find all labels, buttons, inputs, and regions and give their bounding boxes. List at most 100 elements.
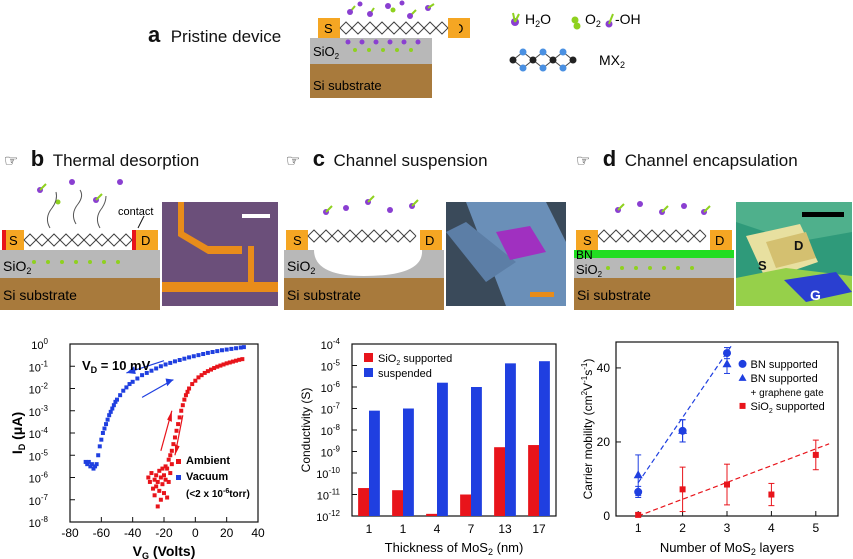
bn-fit-line (637, 345, 732, 484)
data-point-sio2 (768, 491, 775, 498)
panel-a-legend: H2O O2 -OH MX2 (509, 11, 641, 72)
x-tick-label: 40 (251, 526, 265, 540)
data-point-vacuum (241, 345, 246, 350)
panel-a-letter: a (148, 22, 161, 47)
data-point-vacuum (205, 350, 210, 355)
data-point-ambient (151, 486, 156, 491)
data-point-vacuum (124, 385, 129, 390)
panel-a-adsorbates (347, 0, 435, 19)
legend-suspended: suspended (378, 368, 432, 380)
data-point-ambient (172, 435, 177, 440)
y-tick-label: 10-7 (29, 493, 49, 508)
data-point-ambient (185, 389, 190, 394)
panel-a-s-label: S (324, 21, 333, 36)
panel-b-micrograph (162, 202, 278, 306)
data-point-bn-triangle (722, 359, 732, 368)
y-tick-label: 10-8 (29, 515, 49, 530)
data-point-bn-triangle (633, 470, 643, 479)
panel-a-mos2-lattice (339, 21, 449, 35)
o2-icon (571, 16, 579, 24)
data-point-vacuum (115, 397, 119, 402)
data-point-bn-triangle (678, 425, 688, 434)
panel-b-device-diagram: contact S D SiO2 Si substrate (0, 179, 160, 310)
data-point-vacuum (177, 358, 182, 363)
data-point-vacuum (94, 462, 99, 467)
panel-a-interface-adsorbates (345, 39, 421, 52)
y-axis-label: Carrier mobility (cm2V-1s-1) (580, 359, 595, 500)
data-point-ambient (234, 358, 239, 363)
x-tick-label: 5 (812, 521, 819, 535)
panel-a-heading: a Pristine device (148, 22, 281, 48)
panel-d-sio2-label: SiO2 (576, 262, 603, 279)
data-point-ambient (182, 397, 187, 402)
y-tick-label: 10-2 (29, 382, 49, 397)
data-point-vacuum (130, 379, 135, 384)
data-point-ambient (202, 370, 207, 375)
panel-a-sio2-label: SiO2 (313, 44, 340, 61)
data-point-vacuum (210, 350, 215, 355)
panel-b-s-label: S (9, 233, 18, 248)
x-tick-label: 1 (366, 522, 373, 536)
legend-sio2: SiO2 supported (378, 353, 452, 367)
y-tick-label: 10-12 (316, 509, 340, 524)
data-point-ambient (158, 497, 163, 502)
panel-d-substrate-label: Si substrate (577, 287, 651, 303)
y-tick-label: 10-4 (29, 426, 49, 441)
data-point-ambient (183, 393, 188, 398)
bar-sio2 (392, 490, 403, 516)
panel-d-title: Channel encapsulation (624, 151, 798, 170)
data-point-vacuum (108, 409, 113, 414)
data-point-vacuum (238, 345, 243, 350)
panel-b-substrate-label: Si substrate (3, 287, 77, 303)
data-point-ambient (155, 504, 160, 509)
data-point-ambient (212, 366, 217, 371)
panel-c-title: Channel suspension (333, 151, 488, 170)
data-point-ambient (230, 359, 235, 364)
panel-d-bn-label: BN (576, 248, 593, 262)
x-tick-label: 20 (220, 526, 234, 540)
data-point-ambient (147, 479, 152, 484)
panel-c-letter: c (312, 146, 326, 171)
y-tick-label: 10-5 (29, 448, 49, 463)
data-point-ambient (196, 375, 201, 380)
y-axis-label: Conductivity (S) (299, 388, 313, 473)
legend-marker-bn-triangle (738, 373, 747, 381)
data-point-ambient (162, 491, 166, 496)
panel-d-d-label: D (715, 233, 724, 248)
x-tick-label: -40 (124, 526, 142, 540)
vd-annotation: VD = 10 mV (82, 358, 151, 375)
data-point-ambient (168, 471, 173, 476)
y-axis-label: ID (μA) (9, 412, 27, 454)
arrow-head (165, 378, 174, 387)
data-point-ambient (165, 466, 170, 471)
data-point-ambient (193, 378, 198, 383)
legend-vacuum: Vacuum (186, 471, 228, 483)
panel-b-source-electrode (2, 230, 24, 250)
graphene-gate-region (784, 272, 852, 302)
x-axis-label: Number of MoS2 layers (660, 540, 795, 557)
data-point-vacuum (201, 352, 206, 357)
legend-bn-triangle: BN supported (751, 373, 818, 385)
data-point-ambient (169, 462, 174, 467)
legend-marker-bn-circle (738, 359, 747, 368)
panel-b-heading: ☞ b Thermal desorption (4, 146, 199, 172)
data-point-vacuum (102, 426, 107, 431)
panel-a-substrate-label: Si substrate (313, 78, 382, 93)
scale-bar (802, 212, 844, 217)
electrode-trace (178, 202, 242, 254)
data-point-ambient (168, 453, 173, 458)
data-point-vacuum (83, 459, 88, 464)
x-tick-label: 1 (400, 522, 407, 536)
data-point-sio2 (812, 451, 819, 458)
panel-b-contact-label: contact (118, 206, 153, 218)
arrow-head (126, 366, 136, 375)
x-tick-label: 17 (532, 522, 546, 536)
pointing-hand-icon: ☞ (286, 153, 301, 170)
y-tick-label: 10-8 (321, 423, 341, 438)
legend-mx2: MX2 (599, 52, 625, 70)
data-point-vacuum (104, 422, 109, 427)
panel-c-substrate-label: Si substrate (287, 287, 361, 303)
data-point-vacuum (196, 353, 201, 358)
data-point-ambient (162, 473, 166, 478)
panel-d-letter: d (602, 146, 617, 171)
